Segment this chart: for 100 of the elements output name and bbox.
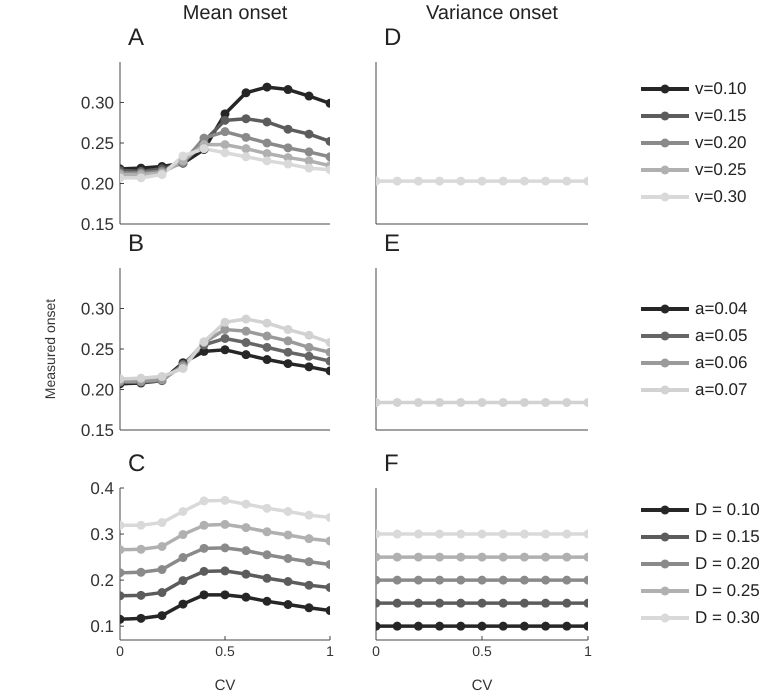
point [242, 314, 250, 324]
point [262, 596, 272, 606]
legend-label: v=0.20 [695, 133, 747, 153]
point [284, 530, 292, 540]
legend-label: D = 0.25 [695, 581, 760, 601]
y-tick-label: 0.30 [80, 300, 114, 319]
point [220, 566, 230, 576]
point [262, 342, 272, 352]
point [178, 364, 188, 373]
x-tick-label: 1 [326, 642, 334, 659]
point [498, 552, 508, 562]
point [262, 527, 272, 536]
y-tick-label: 0.15 [80, 421, 114, 440]
point [262, 550, 272, 560]
point [520, 598, 529, 608]
point [220, 325, 230, 334]
point [304, 342, 314, 352]
point [284, 506, 292, 516]
point [242, 132, 250, 142]
point [414, 576, 423, 585]
point [242, 546, 250, 556]
chart-subtitle: Variance onset [425, 2, 559, 25]
point [304, 362, 314, 372]
point [392, 576, 402, 585]
point [262, 504, 272, 513]
point [414, 622, 423, 631]
point [304, 147, 314, 156]
point [498, 530, 508, 539]
point [242, 592, 250, 602]
point [262, 318, 272, 328]
legend-label: v=0.10 [695, 79, 747, 99]
legend-label: v=0.15 [695, 106, 747, 126]
point [414, 598, 423, 608]
point [541, 622, 550, 631]
legend-label: a=0.06 [695, 352, 748, 372]
point [456, 598, 466, 608]
point [435, 576, 444, 585]
legend-label: v=0.25 [695, 160, 747, 180]
point [220, 496, 230, 505]
legend-label: D = 0.20 [695, 554, 760, 574]
chart-title: E [384, 230, 400, 258]
point [435, 552, 444, 562]
x-tick-label: 0.5 [215, 642, 235, 659]
point [242, 570, 250, 579]
point [220, 543, 230, 552]
legend-label: a=0.07 [695, 380, 748, 400]
point [520, 530, 529, 539]
point [158, 518, 166, 528]
point [284, 359, 292, 368]
point [414, 530, 423, 539]
point [178, 600, 188, 609]
point [158, 372, 166, 382]
point [220, 127, 230, 136]
point [220, 590, 230, 600]
point [262, 117, 272, 126]
y-tick-label: 0.20 [80, 380, 114, 400]
point [242, 350, 250, 360]
legend-label: D = 0.15 [695, 527, 760, 547]
chart-title: C [128, 450, 146, 478]
point [478, 576, 486, 585]
point [284, 325, 292, 334]
point [220, 116, 230, 125]
point [158, 542, 166, 551]
point [478, 552, 486, 562]
point [284, 143, 292, 152]
x-tick-label: 0.5 [472, 642, 492, 659]
point [304, 603, 314, 612]
point [178, 506, 188, 516]
point [242, 326, 250, 336]
point [242, 114, 250, 124]
point [541, 552, 550, 562]
point [392, 622, 402, 631]
point [200, 566, 208, 576]
point [435, 622, 444, 631]
point [220, 318, 230, 327]
point [304, 534, 314, 544]
point [200, 544, 208, 553]
point [242, 338, 250, 348]
y-tick-label: 0.3 [90, 525, 114, 544]
point [158, 588, 166, 598]
point [284, 85, 292, 94]
point [562, 576, 572, 585]
point [498, 576, 508, 585]
legend-label: D = 0.10 [695, 500, 760, 520]
point [220, 148, 230, 158]
point [520, 552, 529, 562]
point [304, 92, 314, 101]
y-axis-title: Measured onset [41, 298, 59, 402]
y-tick-label: 0.1 [90, 617, 114, 636]
point [284, 160, 292, 169]
y-tick-label: 0.25 [80, 134, 114, 154]
legend-label: v=0.30 [695, 187, 747, 207]
point [541, 530, 550, 539]
point [242, 88, 250, 98]
point [136, 374, 146, 383]
point [284, 124, 292, 134]
point [220, 520, 230, 529]
point [200, 520, 208, 530]
point [456, 530, 466, 539]
point [220, 140, 230, 150]
